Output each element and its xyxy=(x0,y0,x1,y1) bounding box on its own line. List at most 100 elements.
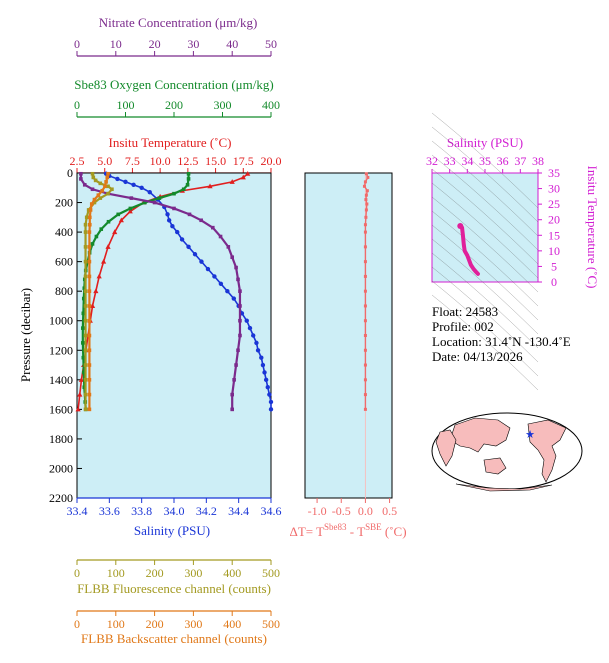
pressure-tick-label: 2200 xyxy=(49,491,73,505)
delta-t-point xyxy=(365,189,369,193)
delta-t-point xyxy=(363,245,367,249)
pressure-tick-label: 1000 xyxy=(49,314,73,328)
nitrate-axis-label: Nitrate Concentration (μm/kg) xyxy=(99,15,258,30)
pressure-tick-label: 1800 xyxy=(49,432,73,446)
ts-x-tick-label: 38 xyxy=(532,154,544,168)
fluorescence-point xyxy=(83,222,88,227)
nitrate-point xyxy=(90,187,95,192)
backscatter-point xyxy=(87,304,92,308)
backscatter-point xyxy=(87,407,92,412)
nitrate-point xyxy=(82,183,87,187)
delta-t-point xyxy=(363,407,367,411)
map-land-americas xyxy=(527,419,567,483)
pressure-tick-label: 200 xyxy=(55,196,73,210)
backscatter-point xyxy=(96,193,101,197)
salinity-point xyxy=(225,288,230,294)
fluorescence-point xyxy=(91,175,96,180)
salinity-point xyxy=(262,370,267,375)
backscatter-axis-label: FLBB Backscatter channel (counts) xyxy=(81,631,267,646)
profile-panel-background xyxy=(76,172,272,499)
ts-isopycnal xyxy=(431,126,539,223)
oxygen-axis-tick-label: 0 xyxy=(74,98,80,112)
salinity-point xyxy=(179,237,185,242)
ts-isopycnal xyxy=(431,196,539,293)
backscatter-axis-tick-label: 400 xyxy=(223,617,241,631)
salinity-point xyxy=(267,392,272,397)
delta-t-point xyxy=(363,334,367,337)
oxygen-point xyxy=(99,227,104,231)
oxygen-axis-tick-label: 200 xyxy=(165,98,183,112)
backscatter-point xyxy=(104,180,108,184)
salinity-point xyxy=(254,340,259,346)
salinity-point xyxy=(231,296,237,301)
ts-isopycnal xyxy=(431,224,539,321)
pressure-axis-label: Pressure (decibar) xyxy=(18,288,33,382)
temperature-point xyxy=(75,406,81,412)
nitrate-axis-tick-label: 0 xyxy=(74,37,80,51)
nitrate-point xyxy=(234,265,238,270)
oxygen-point xyxy=(181,187,186,192)
ts-line xyxy=(458,223,480,276)
delta-t-point xyxy=(364,208,368,212)
fluorescence-point xyxy=(98,181,103,186)
delta-t-point xyxy=(363,274,367,278)
salinity-point xyxy=(263,377,269,383)
oxygen-point xyxy=(128,206,133,211)
oxygen-point xyxy=(186,177,191,181)
fluorescence-point xyxy=(83,274,88,279)
temperature-axis-tick-label: 5.0 xyxy=(97,154,112,168)
nitrate-point xyxy=(187,212,192,217)
fluorescence-point xyxy=(83,259,88,264)
nitrate-point xyxy=(79,171,83,176)
delta-t-axis: -1.0 -0.5 0.0 0.5 xyxy=(308,173,397,518)
backscatter-point xyxy=(105,175,110,180)
delta-t-point xyxy=(363,319,367,323)
oxygen-point xyxy=(185,183,190,187)
salinity-axis-label: Salinity (PSU) xyxy=(134,523,210,538)
pressure-tick-label: 1600 xyxy=(49,402,73,416)
backscatter-point xyxy=(87,363,92,367)
oxygen-point xyxy=(90,242,95,246)
temperature-point xyxy=(105,244,111,249)
fluorescence-axis-tick-label: 0 xyxy=(74,566,80,580)
nitrate-axis: 0 10 20 30 40 50 xyxy=(74,37,277,57)
delta-t-point xyxy=(365,202,369,206)
oxygen-point xyxy=(94,234,99,239)
ts-temperature-label: Insitu Temperature (˚C) xyxy=(585,165,600,288)
backscatter-point xyxy=(87,333,92,338)
backscatter-point xyxy=(87,348,92,353)
oxygen-point xyxy=(82,286,87,291)
temperature-axis: 2.5 5.0 7.5 10.0 12.5 15.0 17.5 20.0 xyxy=(70,154,282,174)
fluorescence-point xyxy=(83,407,88,412)
backscatter-axis-tick-label: 0 xyxy=(74,617,80,631)
fluorescence-axis-tick-label: 100 xyxy=(107,566,125,580)
backscatter-point xyxy=(87,378,92,382)
ts-y-tick-label: 0 xyxy=(551,275,557,289)
salinity-axis-tick-label: 33.6 xyxy=(99,504,120,518)
pressure-tick-label: 1400 xyxy=(49,373,73,387)
nitrate-axis-tick-label: 30 xyxy=(187,37,199,51)
delta-t-point xyxy=(362,184,366,188)
backscatter-point xyxy=(87,230,92,234)
oxygen-axis-label: Sbe83 Oxygen Concentration (μm/kg) xyxy=(74,77,273,92)
ts-y-tick-label: 10 xyxy=(548,244,560,258)
map-land-asia xyxy=(449,417,511,453)
oxygen-axis-tick-label: 100 xyxy=(117,98,135,112)
delta-t-point xyxy=(364,198,368,202)
temperature-point xyxy=(93,288,99,294)
delta-t-axis-label: ΔT= TSbe83 - TSBE (˚C) xyxy=(289,522,406,539)
ts-x-tick-label: 37 xyxy=(514,154,526,168)
backscatter-axis: 0 100 200 300 400 500 xyxy=(74,610,280,631)
oxygen-point xyxy=(143,200,147,205)
fluorescence-axis-tick-label: 400 xyxy=(223,566,241,580)
nitrate-point xyxy=(236,348,240,353)
ts-isopycnal xyxy=(431,182,539,279)
fluorescence-axis-label: FLBB Fluorescence channel (counts) xyxy=(77,581,271,596)
backscatter-point xyxy=(103,184,107,189)
pressure-tick-label: 2000 xyxy=(49,461,73,475)
temperature-axis-tick-label: 20.0 xyxy=(261,154,282,168)
delta-t-point xyxy=(363,260,367,264)
nitrate-point xyxy=(238,333,242,338)
fluorescence-point xyxy=(83,289,88,293)
